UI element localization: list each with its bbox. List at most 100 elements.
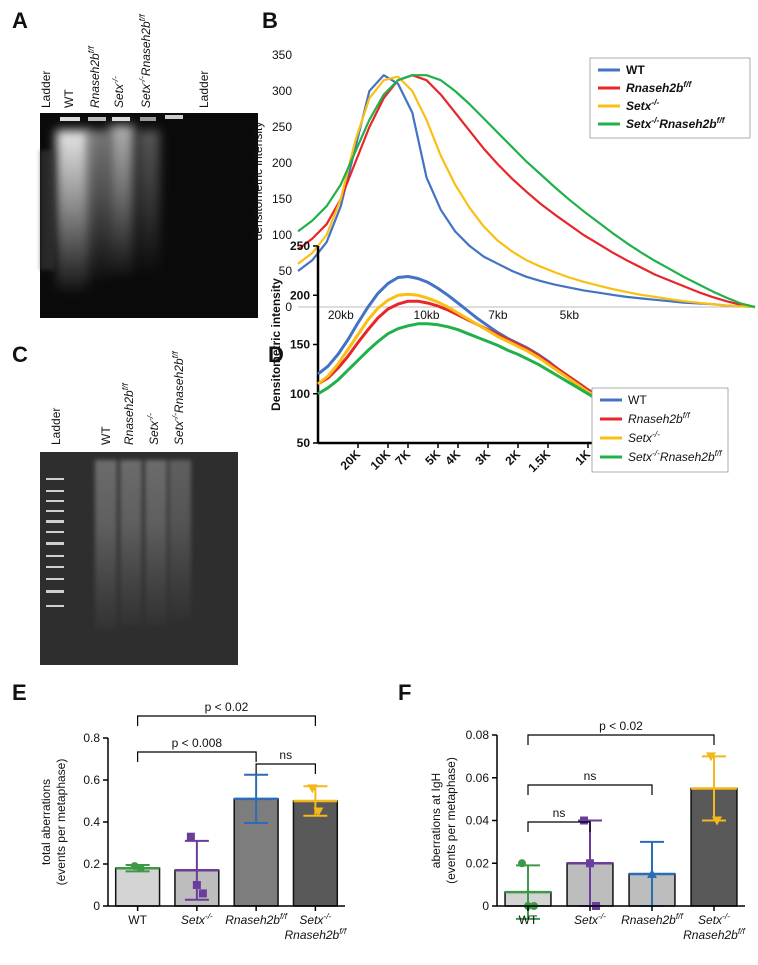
lane-label-part: Rnaseh2b	[122, 390, 136, 445]
y-tick-label: 50	[279, 264, 293, 278]
lane-label-part: Rnaseh2b	[88, 53, 102, 108]
y-tick-label: 100	[290, 387, 310, 401]
lane-label: Ladder	[49, 408, 63, 445]
panel-label: F	[398, 680, 411, 705]
series-line	[297, 74, 756, 309]
significance-bracket	[137, 751, 257, 762]
lane-label: Setx-/-Rnaseh2bf/f	[170, 350, 186, 445]
lane-label-part: Rnaseh2b	[172, 358, 186, 413]
data-point	[518, 859, 526, 868]
legend-label-part: f/f	[715, 448, 724, 458]
panel-label: B	[262, 8, 278, 33]
x-tick-label: Rnaseh2bf/f	[683, 926, 746, 942]
y-tick-label: 0.6	[83, 773, 100, 787]
y-tick-label: 0.04	[466, 814, 490, 828]
x-tick-label: 1K	[572, 447, 593, 468]
x-tick-label: 20K	[338, 447, 364, 473]
bar	[114, 867, 161, 907]
lane-label: Ladder	[197, 71, 211, 108]
x-tick-label-part: WT	[128, 913, 147, 927]
y-axis-label: total aberrations	[39, 779, 53, 865]
x-tick-label: 5K	[422, 447, 443, 468]
data-point	[186, 832, 195, 841]
data-point	[647, 868, 657, 878]
x-tick-label: WT	[128, 913, 147, 927]
significance-label: ns	[279, 748, 292, 762]
legend-label-part: -/-	[651, 115, 659, 125]
x-tick-label: 5kb	[560, 308, 580, 322]
lane-label-part: Setx	[172, 420, 186, 445]
x-tick-label: WT	[519, 913, 538, 927]
legend: WT Rnaseh2b f/f Setx-/- Setx-/-Rnaseh2bf/f	[591, 387, 729, 473]
legend-label-part: Rnaseh2b	[659, 117, 716, 131]
x-tick-label-part: -/-	[722, 911, 730, 921]
lane-label-part: -/-	[110, 76, 120, 84]
gel-image-c	[40, 452, 238, 665]
panel-label: E	[12, 680, 27, 705]
lane-label-part: -/-	[170, 413, 180, 421]
x-tick-label: 4K	[442, 447, 463, 468]
legend-label-part: Setx	[626, 117, 653, 131]
y-axis-label: (events per metaphase)	[54, 759, 68, 886]
legend-label-part: Rnaseh2b	[626, 81, 683, 95]
x-tick-label: 7kb	[488, 308, 508, 322]
lane-label-part: Ladder	[197, 71, 211, 108]
y-axis-label: Densitometric intensity	[269, 278, 283, 411]
legend-label: Setx-/-Rnaseh2bf/f	[628, 448, 723, 464]
x-tick-label: Rnaseh2bf/f	[285, 926, 348, 942]
x-tick-label-part: f/f	[738, 926, 747, 936]
data-point	[130, 862, 139, 871]
significance-label: p < 0.008	[172, 736, 223, 750]
legend-label: Rnaseh2bf/f	[626, 79, 692, 95]
series-line	[297, 75, 756, 309]
legend-label: Setx-/-Rnaseh2bf/f	[626, 115, 726, 131]
y-axis-label: aberrations at IgH	[429, 773, 443, 868]
x-tick-label-part: Setx	[698, 913, 723, 927]
legend-label-part: -/-	[652, 429, 660, 439]
legend-label: Setx-/-	[626, 97, 659, 113]
data-point	[192, 881, 201, 889]
significance-label: ns	[584, 769, 597, 783]
legend-label-part: f/f	[717, 115, 726, 125]
legend-label: WT	[628, 393, 647, 407]
lane-label-part: Setx	[112, 83, 126, 108]
series-line	[297, 74, 756, 309]
y-axis-label: densitometric intensity	[251, 122, 265, 241]
data-point	[313, 807, 324, 817]
legend-label: WT	[626, 63, 645, 77]
lane-label: Setx-/-	[110, 76, 126, 108]
x-tick-label-part: -/-	[205, 911, 213, 921]
y-tick-label: 100	[272, 228, 292, 242]
x-tick-label-part: -/-	[323, 911, 331, 921]
series-line	[297, 74, 756, 309]
y-tick-label: 0.08	[466, 728, 490, 742]
significance-bracket	[527, 821, 591, 832]
legend-label: Setx-/-	[628, 429, 660, 445]
lane-label-part: Setx	[139, 83, 153, 108]
x-tick-label-part: Setx	[181, 913, 206, 927]
lane-label: WT	[62, 89, 76, 108]
legend-label-part: Setx	[626, 99, 653, 113]
legend-label-part: Rnaseh2b	[628, 412, 683, 426]
lane-label-part: WT	[99, 426, 113, 445]
data-point	[580, 816, 588, 825]
x-tick-label-part: WT	[519, 913, 538, 927]
x-tick-label-part: Rnaseh2b	[285, 928, 340, 942]
x-tick-label: Rnaseh2bf/f	[621, 911, 684, 927]
lane-label-part: Setx	[147, 420, 161, 445]
y-tick-label: 200	[290, 288, 310, 302]
y-axis-label: (events per metaphase)	[444, 757, 458, 884]
x-tick-label-part: Rnaseh2b	[225, 913, 280, 927]
significance-label: p < 0.02	[205, 700, 249, 714]
x-tick-label-part: Rnaseh2b	[621, 913, 676, 927]
y-tick-label: 350	[272, 48, 292, 62]
lane-label-part: f/f	[86, 45, 96, 54]
gel-image-a	[40, 113, 258, 318]
lane-label: Setx-/-	[145, 413, 161, 445]
y-tick-label: 0.4	[83, 815, 100, 829]
x-tick-label: Setx-/-	[181, 911, 213, 927]
lane-label: Ladder	[39, 71, 53, 108]
y-tick-label: 300	[272, 84, 292, 98]
y-tick-label: 0	[93, 899, 100, 913]
